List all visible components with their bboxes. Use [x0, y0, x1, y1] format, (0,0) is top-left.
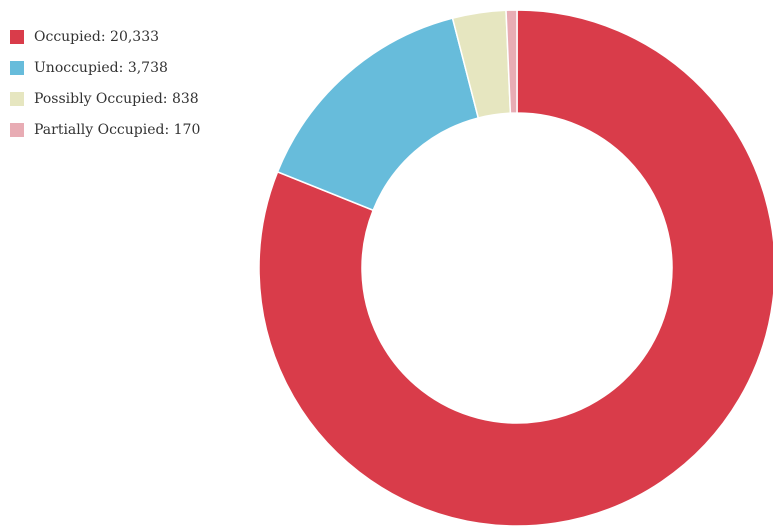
legend-label: Occupied: 20,333 — [34, 29, 159, 45]
donut-slice — [258, 9, 773, 527]
legend-swatch — [10, 123, 24, 137]
legend-separator: : — [164, 122, 173, 138]
legend-name: Unoccupied — [34, 60, 119, 76]
legend-label: Partially Occupied: 170 — [34, 122, 200, 138]
legend-name: Partially Occupied — [34, 122, 164, 138]
legend-value: 3,738 — [128, 60, 168, 76]
legend-separator: : — [101, 29, 110, 45]
legend-value: 838 — [172, 91, 199, 107]
legend-name: Occupied — [34, 29, 101, 45]
legend-label: Unoccupied: 3,738 — [34, 60, 168, 76]
donut-slice — [505, 9, 518, 114]
legend-separator: : — [163, 91, 172, 107]
legend-name: Possibly Occupied — [34, 91, 163, 107]
legend-separator: : — [119, 60, 128, 76]
donut-slice — [276, 17, 480, 212]
legend-swatch — [10, 30, 24, 44]
legend-label: Possibly Occupied: 838 — [34, 91, 199, 107]
legend-value: 20,333 — [110, 29, 159, 45]
legend-value: 170 — [174, 122, 201, 138]
legend-swatch — [10, 92, 24, 106]
legend-swatch — [10, 61, 24, 75]
